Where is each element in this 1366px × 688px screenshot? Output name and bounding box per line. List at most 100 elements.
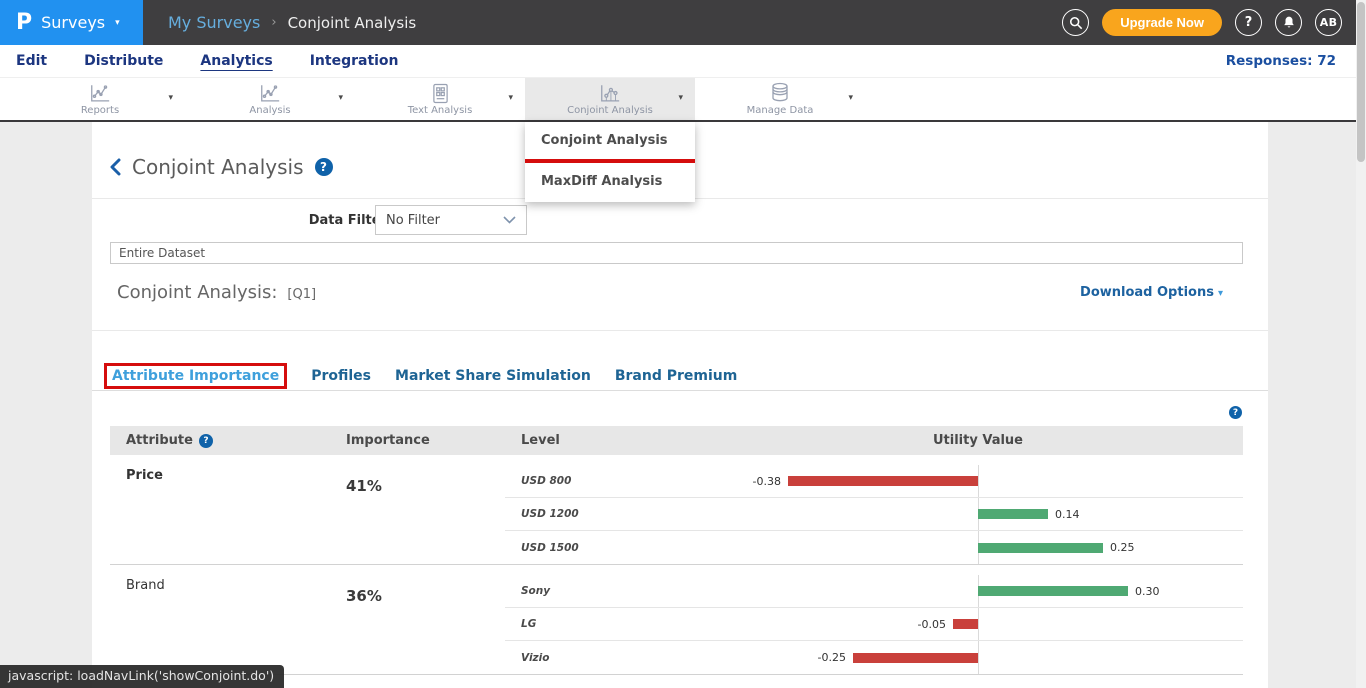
chevron-down-icon[interactable]: ▾ (338, 93, 343, 103)
utility-bar (978, 509, 1048, 519)
utility-bar (953, 619, 978, 629)
levels-cell: Sony 0.30 LG -0.05 Vizio -0.25 (505, 565, 1243, 674)
utility-value-label: -0.38 (752, 474, 781, 488)
menu-item-conjoint-analysis[interactable]: Conjoint Analysis (541, 133, 668, 148)
utility-value-label: 0.25 (1110, 541, 1135, 554)
tab-market-share-simulation[interactable]: Market Share Simulation (395, 368, 591, 384)
attribute-name: Price (126, 468, 163, 483)
chevron-down-icon[interactable]: ▾ (848, 93, 853, 103)
bell-icon (1283, 16, 1294, 28)
toolbar-item-conjoint-analysis[interactable]: Conjoint Analysis ▾ (525, 78, 695, 120)
help-button[interactable]: ? (1235, 9, 1262, 36)
level-name: USD 1500 (521, 541, 579, 554)
toolbar-item-label: Analysis (249, 105, 291, 116)
document-icon (432, 82, 449, 104)
attribute-group-brand: Brand 36% Sony 0.30 LG -0.05 Vizio -0.25 (110, 565, 1243, 675)
download-options-label: Download Options (1080, 285, 1214, 300)
questionpro-logo: P (16, 9, 33, 35)
topbar-actions: Upgrade Now ? AB (1062, 9, 1342, 36)
toolbar-item-reports[interactable]: Reports ▾ (15, 78, 185, 120)
importance-value: 41% (346, 477, 382, 495)
page-scrollbar[interactable] (1356, 0, 1366, 688)
toolbar-item-label: Reports (80, 105, 120, 116)
title-help-icon[interactable]: ? (314, 158, 333, 176)
chevron-down-icon (503, 216, 516, 224)
table-body: Price 41% USD 800 -0.38 USD 1200 0.14 USD 1500… (110, 455, 1243, 675)
section-divider (92, 330, 1268, 331)
level-name: USD 800 (521, 475, 572, 487)
upgrade-now-button[interactable]: Upgrade Now (1102, 9, 1222, 36)
scatter-chart-icon (599, 82, 621, 104)
search-button[interactable] (1062, 9, 1090, 36)
data-filter-select[interactable]: No Filter (375, 205, 527, 235)
back-chevron-icon (110, 158, 121, 176)
nav-item-distribute[interactable]: Distribute (84, 53, 164, 69)
level-row-usd-1200: USD 1200 0.14 (505, 498, 1243, 531)
chevron-down-icon[interactable]: ▾ (168, 93, 173, 103)
app-brand[interactable]: P Surveys ▾ (0, 0, 143, 45)
attribute-group-price: Price 41% USD 800 -0.38 USD 1200 0.14 USD 1500… (110, 455, 1243, 565)
header-importance: Importance (346, 433, 430, 448)
nav-item-integration[interactable]: Integration (309, 53, 399, 69)
analytics-toolbar: Reports ▾ Analysis ▾ Text Analysis ▾ Conjoint … (0, 78, 1366, 122)
toolbar-item-label: Manage Data (746, 105, 814, 116)
menu-item-maxdiff-analysis[interactable]: MaxDiff Analysis (541, 174, 663, 189)
tab-profiles[interactable]: Profiles (311, 368, 372, 384)
line-chart-icon (89, 82, 111, 104)
utility-value-label: 0.14 (1055, 507, 1080, 521)
line-chart-icon (259, 82, 281, 104)
responses-count: Responses: 72 (1225, 53, 1336, 69)
level-row-usd-1500: USD 1500 0.25 (505, 531, 1243, 564)
level-row-sony: Sony 0.30 (505, 575, 1243, 608)
back-link[interactable]: Conjoint Analysis ? (110, 155, 333, 179)
levels-cell: USD 800 -0.38 USD 1200 0.14 USD 1500 0.25 (505, 455, 1243, 564)
nav-item-edit[interactable]: Edit (16, 53, 48, 69)
chevron-down-icon: ▾ (115, 17, 120, 28)
tab-brand-premium[interactable]: Brand Premium (614, 368, 738, 384)
table-header-row: Attribute ? Importance Level Utility Val… (110, 426, 1243, 455)
tabs-divider (92, 390, 1268, 391)
attribute-help-icon[interactable]: ? (198, 433, 213, 448)
table-help-icon[interactable]: ? (1229, 406, 1242, 419)
annotation-underline (525, 159, 695, 163)
result-tabs: Attribute Importance Profiles Market Share… (104, 362, 737, 390)
utility-value-label: -0.25 (817, 651, 846, 664)
level-name: LG (521, 618, 537, 630)
chevron-down-icon[interactable]: ▾ (678, 93, 683, 103)
section-title-text: Conjoint Analysis: (117, 282, 278, 303)
nav-item-analytics[interactable]: Analytics (200, 53, 273, 69)
section-title: Conjoint Analysis: [Q1] (117, 282, 316, 303)
question-reference: [Q1] (287, 287, 317, 302)
database-icon (770, 82, 790, 104)
data-filter-value: No Filter (386, 212, 441, 228)
link-status-tooltip: javascript: loadNavLink('showConjoint.do… (0, 665, 285, 688)
avatar[interactable]: AB (1315, 9, 1342, 36)
importance-value: 36% (346, 587, 382, 605)
level-row-lg: LG -0.05 (505, 608, 1243, 641)
tab-attribute-importance[interactable]: Attribute Importance (104, 363, 288, 389)
page-title: Conjoint Analysis (132, 155, 304, 179)
download-options-link[interactable]: Download Options ▾ (1080, 285, 1223, 300)
level-name: USD 1200 (521, 508, 579, 520)
scrollbar-thumb[interactable] (1357, 2, 1365, 162)
dataset-field[interactable]: Entire Dataset (110, 242, 1243, 264)
product-switcher[interactable]: Surveys (41, 13, 106, 32)
conjoint-analysis-menu: Conjoint Analysis MaxDiff Analysis (525, 122, 695, 202)
level-row-usd-800: USD 800 -0.38 (505, 465, 1243, 498)
data-filter-label: Data Filter (308, 213, 387, 228)
utility-bar (978, 542, 1103, 553)
toolbar-item-text-analysis[interactable]: Text Analysis ▾ (355, 78, 525, 120)
toolbar-item-label: Conjoint Analysis (567, 105, 653, 116)
utility-bar (853, 652, 978, 663)
breadcrumb-my-surveys[interactable]: My Surveys (168, 13, 261, 32)
header-level: Level (521, 433, 560, 448)
chevron-down-icon[interactable]: ▾ (508, 93, 513, 103)
notifications-button[interactable] (1275, 9, 1302, 36)
subnav-items: Edit Distribute Analytics Integration (16, 53, 399, 69)
question-mark-icon: ? (1244, 15, 1253, 30)
breadcrumb-current: Conjoint Analysis (287, 13, 417, 32)
attribute-importance-table: Attribute ? Importance Level Utility Val… (110, 426, 1243, 675)
toolbar-item-manage-data[interactable]: Manage Data ▾ (695, 78, 865, 120)
breadcrumb: My Surveys › Conjoint Analysis (168, 13, 416, 32)
toolbar-item-analysis[interactable]: Analysis ▾ (185, 78, 355, 120)
